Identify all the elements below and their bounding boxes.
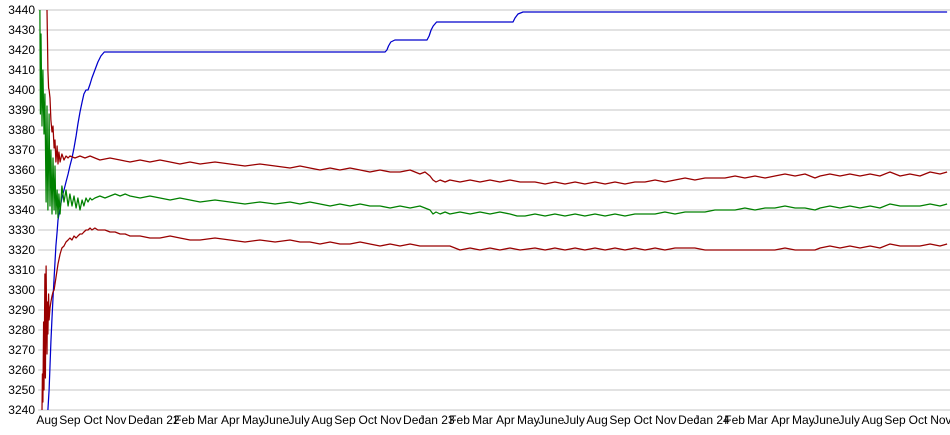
y-axis-tick-label: 3400 (8, 83, 35, 97)
x-axis-month-label: Sep (334, 413, 356, 427)
x-axis-month-label: Dec (128, 413, 149, 427)
series-layer (39, 9, 948, 411)
x-axis-month-label: Apr (496, 413, 515, 427)
x-axis-month-label: Aug (36, 413, 57, 427)
x-axis-month-label: Oct (359, 413, 378, 427)
x-axis-month-label: Mar (197, 413, 218, 427)
y-axis-tick-label: 3270 (8, 343, 35, 357)
y-axis-tick-label: 3260 (8, 363, 35, 377)
middle-green-line (39, 9, 948, 219)
x-axis-month-label: Jan 23 (419, 413, 455, 427)
y-axis-labels-layer: 3240 3250 3260 3270 3280 3290 3300 3310 3320 3330… (8, 3, 35, 417)
x-axis-month-label: Aug (586, 413, 607, 427)
x-axis-month-label: Sep (884, 413, 906, 427)
x-axis-month-label: Feb (449, 413, 470, 427)
y-axis-tick-label: 3340 (8, 203, 35, 217)
x-axis-month-label: July (288, 413, 309, 427)
y-axis-tick-label: 3310 (8, 263, 35, 277)
y-axis-tick-label: 3300 (8, 283, 35, 297)
x-axis-month-label: Aug (311, 413, 332, 427)
x-axis-month-label: Nov (105, 413, 126, 427)
y-axis-tick-label: 3240 (8, 403, 35, 417)
y-axis-tick-label: 3350 (8, 183, 35, 197)
y-axis-tick-label: 3360 (8, 163, 35, 177)
y-axis-tick-label: 3410 (8, 63, 35, 77)
y-axis-tick-label: 3440 (8, 3, 35, 17)
x-axis-month-label: Jan 22 (144, 413, 180, 427)
x-axis-month-label: Apr (221, 413, 240, 427)
x-axis-month-label: Nov (380, 413, 401, 427)
x-axis-month-label: Feb (724, 413, 745, 427)
y-axis-tick-label: 3380 (8, 123, 35, 137)
y-axis-tick-label: 3250 (8, 383, 35, 397)
x-axis-month-label: June (538, 413, 564, 427)
x-axis-month-label: Mar (472, 413, 493, 427)
y-axis-tick-label: 3320 (8, 243, 35, 257)
x-axis-month-label: Sep (609, 413, 631, 427)
y-axis-tick-label: 3290 (8, 303, 35, 317)
y-axis-tick-label: 3390 (8, 103, 35, 117)
x-axis-month-label: Oct (84, 413, 103, 427)
x-axis-month-label: Jan 24 (694, 413, 730, 427)
x-axis-month-label: Nov (655, 413, 676, 427)
y-axis-tick-label: 3430 (8, 23, 35, 37)
upper-step-line (47, 11, 948, 411)
x-axis-month-label: Dec (678, 413, 699, 427)
gridlines-layer (38, 9, 950, 411)
x-axis-month-label: Feb (174, 413, 195, 427)
x-axis-month-label: Aug (861, 413, 882, 427)
x-axis-month-label: May (792, 413, 815, 427)
x-axis-month-label: July (839, 413, 860, 427)
y-axis-tick-label: 3280 (8, 323, 35, 337)
x-axis-month-label: May (517, 413, 540, 427)
x-axis-month-label: Mar (747, 413, 768, 427)
y-axis-tick-label: 3420 (8, 43, 35, 57)
x-axis-month-label: July (563, 413, 584, 427)
x-axis-month-label: Oct (634, 413, 653, 427)
lower-band-line (41, 227, 948, 411)
y-axis-tick-label: 3370 (8, 143, 35, 157)
y-axis-tick-label: 3330 (8, 223, 35, 237)
x-axis-month-label: June (263, 413, 289, 427)
x-axis-month-label: Nov (930, 413, 950, 427)
x-axis-month-label: Dec (403, 413, 424, 427)
upper-band-line (46, 9, 948, 185)
x-axis-month-label: Apr (771, 413, 790, 427)
x-axis-month-label: June (813, 413, 839, 427)
x-axis-month-label: May (242, 413, 265, 427)
x-axis-month-label: Sep (59, 413, 81, 427)
x-axis-month-label: Oct (909, 413, 928, 427)
